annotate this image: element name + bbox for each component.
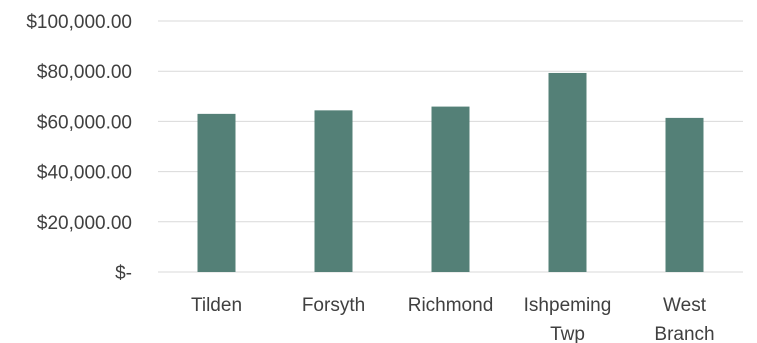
y-axis-tick-labels: $- $20,000.00 $40,000.00 $60,000.00 $80,000.… — [26, 12, 132, 284]
y-tick-label: $60,000.00 — [37, 112, 132, 133]
x-tick-label: Tilden — [191, 295, 242, 316]
y-tick-label: $20,000.00 — [37, 213, 132, 234]
x-tick-label: Richmond — [408, 295, 494, 316]
x-axis-tick-labels: Tilden Forsyth Richmond Ishpeming Twp West Bra… — [191, 295, 715, 343]
bar — [314, 110, 353, 272]
y-tick-label: $80,000.00 — [37, 62, 132, 83]
x-tick-label: West Branch — [654, 295, 714, 343]
x-tick-label: Ishpeming Twp — [524, 295, 612, 343]
bar — [431, 106, 470, 272]
y-tick-label: $- — [115, 263, 132, 284]
y-tick-label: $40,000.00 — [37, 163, 132, 184]
bar — [197, 113, 236, 273]
y-tick-label: $100,000.00 — [26, 12, 132, 33]
x-tick-label: Forsyth — [302, 295, 365, 316]
bar — [665, 117, 704, 272]
bars — [197, 72, 704, 273]
bar — [548, 72, 587, 272]
